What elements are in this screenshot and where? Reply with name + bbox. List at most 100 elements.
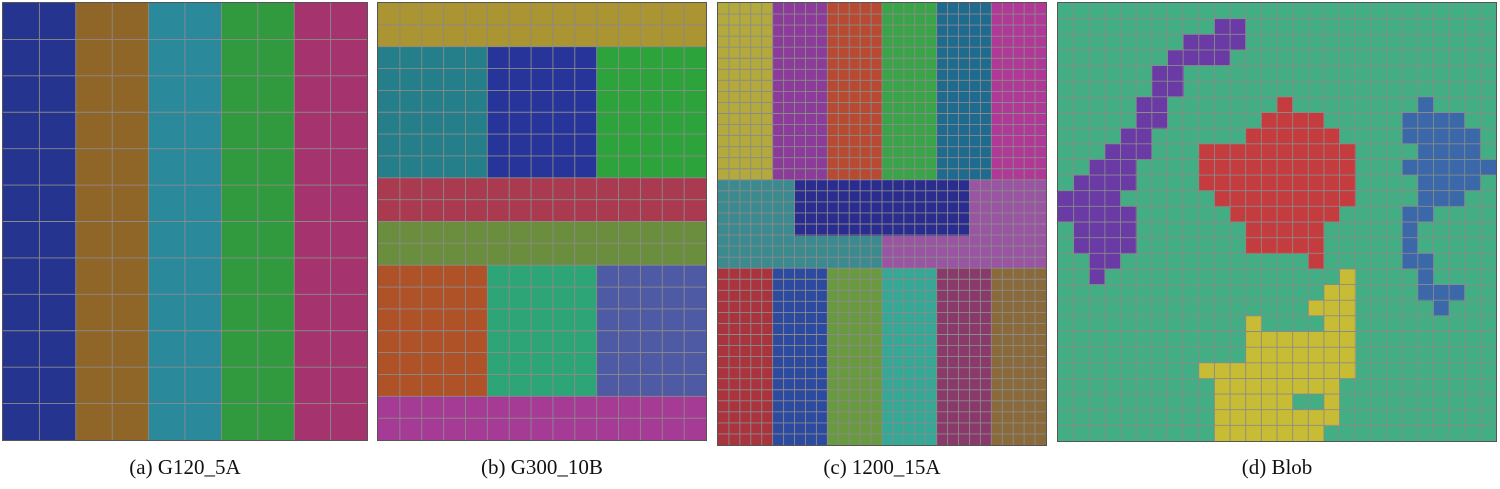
blob-3-cell <box>1230 362 1247 379</box>
blob-1-cell <box>1308 128 1325 145</box>
blob-2-cell <box>1449 143 1466 160</box>
blob-3-cell <box>1308 362 1325 379</box>
blob-1-cell <box>1230 190 1247 207</box>
blob-0-cell <box>1089 253 1106 270</box>
blob-0-cell <box>1183 34 1200 51</box>
blob-0-cell <box>1073 237 1090 254</box>
blob-1-cell <box>1308 206 1325 223</box>
blob-1-cell <box>1277 159 1293 176</box>
blob-2-cell <box>1433 300 1450 317</box>
blob-0-cell <box>1120 222 1137 238</box>
grid-region-5 <box>991 3 1046 180</box>
blob-2-cell <box>1402 112 1419 129</box>
blob-2-cell <box>1417 284 1434 301</box>
blob-1-cell <box>1292 128 1309 145</box>
blob-2-cell <box>1402 206 1419 223</box>
blob-1-cell <box>1292 222 1309 238</box>
grid-region-0 <box>718 3 773 180</box>
blob-3-cell <box>1323 362 1340 379</box>
caption-g300-10b: (b) G300_10B <box>481 455 603 479</box>
blob-3-cell <box>1339 347 1356 364</box>
blob-0-cell <box>1230 34 1247 51</box>
blob-2-cell <box>1417 96 1434 113</box>
blob-3-cell <box>1292 425 1309 441</box>
blob-0-cell <box>1089 237 1106 254</box>
blob-1-cell <box>1230 175 1247 192</box>
blob-0-cell <box>1089 206 1106 223</box>
grid-region-0 <box>378 3 706 47</box>
blob-0-cell <box>1136 96 1153 113</box>
blob-2-cell <box>1433 112 1450 129</box>
blob-2-cell <box>1449 175 1466 192</box>
blob-1-cell <box>1245 175 1262 192</box>
blob-0-cell <box>1104 222 1121 238</box>
blob-0-cell <box>1104 143 1121 160</box>
blob-2-cell <box>1417 159 1434 176</box>
blob-3-cell <box>1261 362 1278 379</box>
blob-0-cell <box>1214 49 1231 66</box>
blob-2-cell <box>1449 190 1466 207</box>
blob-3-cell <box>1261 347 1278 364</box>
blob-0-cell <box>1104 253 1121 270</box>
blob-3-cell <box>1261 378 1278 395</box>
blob-3-cell <box>1230 378 1247 395</box>
blob-3-cell <box>1261 441 1277 442</box>
blob-3-cell <box>1230 441 1246 442</box>
blob-0-cell <box>1136 128 1153 145</box>
blob-3-cell <box>1245 394 1262 411</box>
blob-3-cell <box>1323 315 1340 332</box>
blob-1-cell <box>1214 175 1231 192</box>
blob-3-cell <box>1308 378 1325 395</box>
blob-0-cell <box>1089 268 1106 285</box>
blob-1-cell <box>1323 206 1340 223</box>
grid-region-7 <box>487 265 598 398</box>
blob-3-cell <box>1339 315 1356 332</box>
blob-3-cell <box>1339 268 1356 285</box>
blob-3-cell <box>1245 378 1262 395</box>
blob-3-cell <box>1245 409 1262 426</box>
blob-3-cell <box>1277 347 1293 364</box>
blob-2-cell <box>1402 237 1419 254</box>
blob-1-cell <box>1277 128 1293 145</box>
blob-2-cell <box>1417 268 1434 285</box>
blob-1-cell <box>1277 206 1293 223</box>
blob-1-cell <box>1261 175 1278 192</box>
blob-1-cell <box>1339 175 1356 192</box>
blob-3-cell <box>1277 331 1293 348</box>
blob-2-cell <box>1417 253 1434 270</box>
grid-region-14 <box>991 268 1046 445</box>
blob-3-cell <box>1292 378 1309 395</box>
blob-2-cell <box>1417 190 1434 207</box>
blob-0-cell <box>1104 175 1121 192</box>
grid-region-11 <box>827 268 883 445</box>
blob-1-cell <box>1261 128 1278 145</box>
blob-1-cell <box>1245 237 1262 254</box>
blob-0-cell <box>1151 112 1168 129</box>
blob-1-cell <box>1323 175 1340 192</box>
caption-g120-5a: (a) G120_5A <box>129 455 241 479</box>
blob-2-cell <box>1464 143 1481 160</box>
blob-0-cell <box>1198 34 1215 51</box>
blob-1-cell <box>1198 143 1215 160</box>
blob-0-cell <box>1198 49 1215 66</box>
grid-region-12 <box>882 268 937 445</box>
blob-2-cell <box>1417 143 1434 160</box>
blob-1-cell <box>1261 143 1278 160</box>
grid-region-0 <box>3 3 76 440</box>
blob-3-cell <box>1214 425 1231 441</box>
blob-0-cell <box>1214 34 1231 51</box>
blob-3-cell <box>1277 409 1293 426</box>
blob-3-cell <box>1277 378 1293 395</box>
blob-3-cell <box>1246 441 1262 442</box>
blob-3-cell <box>1261 425 1278 441</box>
blob-1-cell <box>1214 190 1231 207</box>
blob-1-cell <box>1277 175 1293 192</box>
partition-grid-g120-5a <box>2 2 368 441</box>
blob-1-cell <box>1323 159 1340 176</box>
blob-0-cell <box>1120 237 1137 254</box>
blob-3-cell <box>1323 331 1340 348</box>
blob-0-cell <box>1120 175 1137 192</box>
blob-0-cell <box>1183 49 1200 66</box>
blob-3-cell <box>1308 347 1325 364</box>
partition-grid-blob <box>1057 2 1497 442</box>
